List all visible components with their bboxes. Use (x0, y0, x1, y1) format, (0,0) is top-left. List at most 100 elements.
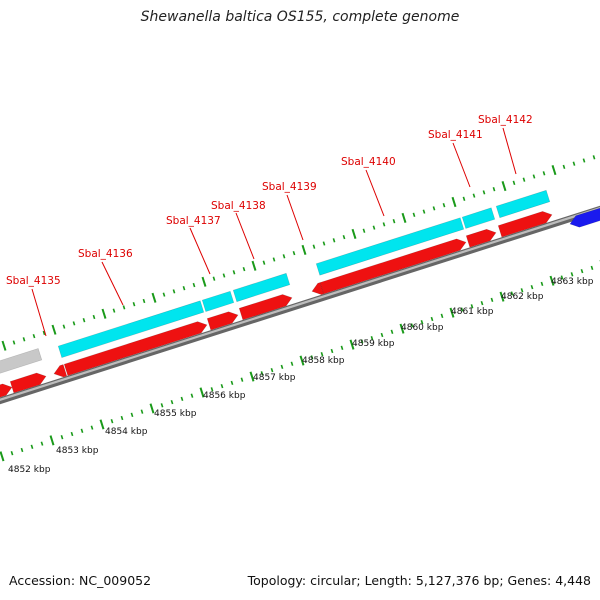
tick-mark (492, 187, 496, 192)
tick-mark (342, 234, 346, 240)
tick-mark (120, 415, 124, 421)
tick-mark (532, 174, 536, 179)
tick-mark (460, 307, 464, 312)
tick-mark (282, 254, 286, 259)
tick-mark (412, 212, 416, 217)
tick-mark (60, 435, 64, 440)
tick-mark (30, 444, 34, 449)
cds-arrow-blue[interactable] (569, 206, 600, 228)
tick-mark (240, 377, 244, 382)
tick-mark (501, 180, 507, 192)
tick-mark (99, 419, 105, 430)
cds-arrow-sbal-4141[interactable] (465, 228, 497, 248)
tick-mark (382, 222, 386, 227)
cds-arrow-sbal-4142[interactable] (497, 211, 553, 238)
gene-label-leaders (31, 127, 517, 337)
tick-mark (201, 276, 207, 287)
tick-mark (420, 320, 424, 325)
cds-box-sbal-4142[interactable] (495, 189, 551, 219)
accession-text: Accession: NC_009052 (9, 573, 152, 588)
tick-mark (330, 348, 334, 354)
tick-mark (480, 300, 484, 306)
kbp-label: 4858 kbp (302, 356, 345, 366)
tick-mark (190, 393, 194, 398)
kbp-scale-labels: 4852 kbp 4853 kbp 4854 kbp 4855 kbp 4856… (8, 277, 594, 475)
cds-box-sbal-4137[interactable] (201, 290, 235, 312)
tick-mark (132, 302, 136, 307)
tick-mark (442, 203, 446, 208)
cds-arrow-red[interactable] (9, 372, 47, 394)
tick-mark (312, 244, 316, 249)
tick-mark (10, 451, 14, 456)
cds-arrow-sbal-4137[interactable] (206, 311, 239, 331)
tick-mark (220, 383, 224, 389)
tick-mark (322, 241, 326, 246)
tick-mark (449, 307, 455, 318)
tick-mark (280, 364, 284, 370)
kbp-label: 4861 kbp (451, 307, 494, 317)
kbp-label: 4856 kbp (203, 391, 246, 401)
tick-mark (270, 367, 274, 373)
gene-label-sbal-4135[interactable]: Sbal_4135 (6, 275, 61, 287)
tick-mark (242, 266, 246, 272)
cds-arrow-red[interactable] (0, 383, 13, 398)
cds-box-sbal-4141[interactable] (461, 207, 496, 229)
cds-arrow-sbal-4140[interactable] (319, 238, 467, 295)
tick-mark (180, 396, 184, 402)
tick-mark (430, 316, 434, 322)
tick-mark (49, 435, 55, 446)
tick-mark (112, 308, 116, 313)
tick-mark (360, 339, 364, 344)
tick-mark (70, 431, 74, 437)
cds-box-grey[interactable] (0, 348, 43, 375)
tick-mark (12, 340, 16, 345)
cds-box-sbal-4140[interactable] (315, 217, 465, 276)
tick-mark (522, 177, 526, 182)
tick-mark (42, 330, 46, 336)
tick-mark (160, 403, 164, 408)
gene-label-sbal-4140[interactable]: Sbal_4140 (341, 156, 396, 168)
kbp-label: 4857 kbp (253, 373, 296, 383)
cds-arrow-sbal-4135[interactable] (53, 364, 68, 378)
cds-box-sbal-4138[interactable] (232, 272, 291, 303)
tick-mark (290, 361, 294, 366)
cds-arrow-sbal-4138[interactable] (238, 294, 293, 321)
tick-mark (51, 324, 57, 335)
gene-label-sbal-4141[interactable]: Sbal_4141 (428, 129, 483, 141)
tick-mark (301, 244, 307, 256)
leader-line (286, 194, 304, 241)
tick-mark (462, 196, 466, 201)
tick-mark (260, 371, 264, 376)
tick-mark (580, 268, 584, 274)
gene-label-sbal-4137[interactable]: Sbal_4137 (166, 215, 221, 227)
gene-features (0, 189, 600, 398)
tick-mark (80, 428, 84, 433)
leader-line (101, 261, 124, 306)
tick-mark (570, 272, 574, 277)
cds-box-sbal-4136[interactable] (57, 300, 205, 358)
leader-line (31, 288, 47, 337)
tick-mark (440, 313, 444, 319)
tick-mark (470, 304, 474, 309)
tick-mark (499, 291, 505, 302)
tick-mark (401, 212, 407, 224)
gene-label-sbal-4136[interactable]: Sbal_4136 (78, 248, 133, 260)
tick-mark (351, 228, 357, 240)
tick-mark (172, 289, 176, 294)
inner-tick-track (0, 260, 600, 462)
gene-label-sbal-4142[interactable]: Sbal_4142 (478, 114, 533, 126)
cds-arrow-sbal-4139[interactable] (311, 282, 325, 295)
tick-mark (432, 206, 436, 211)
gene-label-sbal-4138[interactable]: Sbal_4138 (211, 200, 266, 212)
tick-mark (560, 275, 564, 280)
gene-label-sbal-4139[interactable]: Sbal_4139 (262, 181, 317, 193)
tick-mark (399, 323, 405, 334)
tick-mark (549, 275, 555, 286)
tick-mark (1, 340, 7, 351)
tick-mark (362, 228, 366, 233)
cds-arrow-sbal-4136[interactable] (63, 321, 208, 376)
tick-mark (372, 225, 376, 230)
tick-mark (520, 288, 524, 293)
tick-mark (20, 447, 24, 453)
